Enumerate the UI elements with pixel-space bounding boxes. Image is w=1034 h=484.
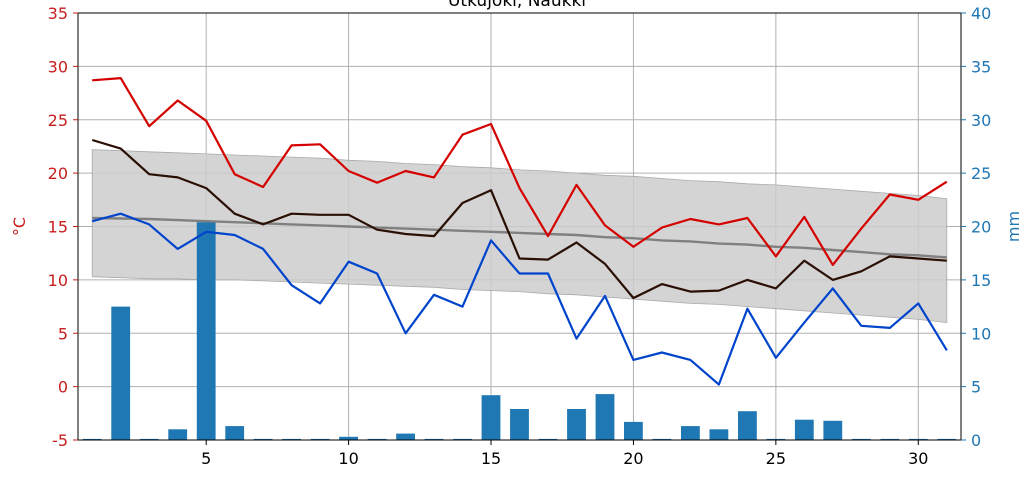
precipitation-bar xyxy=(738,411,757,440)
precipitation-bar xyxy=(538,438,558,440)
x-tick-label: 20 xyxy=(623,449,643,468)
x-tick-label: 25 xyxy=(766,449,786,468)
mean-temp-line xyxy=(91,138,947,300)
y-tick-label-left: 35 xyxy=(48,4,68,23)
precipitation-bar xyxy=(253,438,273,440)
y-axis-label-left: °C xyxy=(10,217,29,236)
precipitation-bar xyxy=(225,426,245,440)
precipitation-bar xyxy=(139,438,159,440)
precipitation-bar xyxy=(908,438,928,440)
precipitation-bar xyxy=(196,222,216,440)
precipitation-bar xyxy=(880,438,900,440)
precipitation-bar xyxy=(624,421,643,440)
chart-title: Utkujoki, Naukki xyxy=(448,0,586,11)
precipitation-bar xyxy=(766,438,786,440)
precipitation-bar xyxy=(367,438,387,440)
precipitation-bar xyxy=(823,420,843,440)
y-tick-label-right: 0 xyxy=(971,431,981,450)
y-tick-label-left: 5 xyxy=(58,324,68,343)
y-tick-label-left: -5 xyxy=(52,431,68,450)
y-tick-label-right: 40 xyxy=(971,4,991,23)
y-tick-label-right: 20 xyxy=(971,218,991,237)
min-temp-line xyxy=(91,212,948,386)
y-tick-label-right: 15 xyxy=(971,271,991,290)
precipitation-bar xyxy=(510,409,529,440)
y-tick-label-right: 5 xyxy=(971,378,981,397)
y-tick-label-left: 25 xyxy=(48,111,68,130)
precipitation-bar xyxy=(282,438,301,440)
precipitation-bar xyxy=(481,395,501,440)
max-temp-line xyxy=(92,76,948,266)
y-tick-label-left: 0 xyxy=(58,378,68,397)
range-band xyxy=(91,149,948,324)
y-tick-label-left: 10 xyxy=(48,271,68,290)
axes: -5 0 5 10 15 20 25 30 35 0 5 10 15 20 25 30 35 40 5 10 15 20 2… xyxy=(48,4,992,468)
precipitation-bar xyxy=(111,306,131,440)
precipitation-bar xyxy=(396,433,415,440)
y-tick-label-left: 20 xyxy=(48,164,68,183)
x-tick-label: 15 xyxy=(481,449,501,468)
x-tick-label: 5 xyxy=(201,449,211,468)
temperature-lines xyxy=(91,76,948,386)
y-tick-label-right: 10 xyxy=(971,324,991,343)
precipitation-bar xyxy=(310,438,330,440)
precipitation-bar xyxy=(82,438,102,440)
precipitation-bar xyxy=(709,429,729,440)
range-band-area xyxy=(91,149,948,324)
precipitation-bar xyxy=(937,438,957,440)
y-axis-label-right: mm xyxy=(1004,211,1023,242)
y-tick-label-right: 30 xyxy=(971,111,991,130)
precipitation-bars xyxy=(82,222,957,440)
precipitation-bar xyxy=(681,426,700,440)
precipitation-bar xyxy=(567,409,586,440)
y-tick-label-left: 30 xyxy=(48,57,68,76)
y-tick-label-right: 35 xyxy=(971,57,991,76)
precipitation-bar xyxy=(339,436,358,440)
precipitation-bar xyxy=(794,419,814,440)
precipitation-bar xyxy=(424,438,444,440)
precipitation-bar xyxy=(652,438,672,440)
x-tick-label: 10 xyxy=(338,449,358,468)
precipitation-bar xyxy=(851,438,871,440)
precipitation-bar xyxy=(595,394,615,440)
y-tick-label-right: 25 xyxy=(971,164,991,183)
mean-temp-normal-line xyxy=(92,216,947,259)
y-tick-label-left: 15 xyxy=(48,218,68,237)
x-tick-label: 30 xyxy=(908,449,928,468)
precipitation-bar xyxy=(168,429,188,440)
precipitation-bar xyxy=(453,438,472,440)
